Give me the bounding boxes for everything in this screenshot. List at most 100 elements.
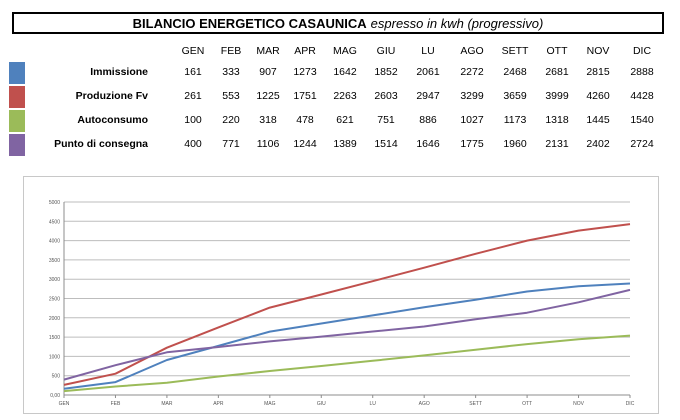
table-cell: 1646: [416, 138, 440, 150]
table-cell: 1225: [256, 90, 280, 102]
row-color-swatch: [9, 62, 25, 84]
column-header-apr: APR: [294, 45, 316, 57]
table-cell: 1852: [374, 66, 398, 78]
table-cell: 261: [184, 90, 202, 102]
row-label: Produzione Fv: [75, 90, 148, 102]
x-tick-label: DIC: [626, 401, 635, 407]
x-tick-label: NOV: [573, 401, 585, 407]
x-tick-label: GIU: [317, 401, 326, 407]
y-tick-label: 3000: [49, 277, 60, 283]
y-tick-label: 1000: [49, 354, 60, 360]
table-cell: 2947: [416, 90, 440, 102]
table-cell: 2061: [416, 66, 440, 78]
chart-frame: 0,00 500 1000 1500 2000 2500 3000 3500 4000 4500 5…: [23, 176, 659, 414]
column-header-ago: AGO: [460, 45, 484, 57]
report-title-subtitle: espresso in kwh (progressivo): [370, 15, 544, 31]
table-cell: 3659: [503, 90, 527, 102]
table-cell: 4260: [586, 90, 610, 102]
y-tick-label: 2000: [49, 316, 60, 322]
table-cell: 3999: [545, 90, 569, 102]
column-header-mar: MAR: [256, 45, 280, 57]
line-chart: 0,00 500 1000 1500 2000 2500 3000 3500 4000 4500 5…: [49, 200, 635, 407]
table-cell: 1273: [293, 66, 317, 78]
table-cell: 1445: [586, 114, 610, 126]
table-cell: 2402: [586, 138, 610, 150]
row-color-swatch: [9, 110, 25, 132]
table-cell: 3299: [460, 90, 484, 102]
column-header-feb: FEB: [220, 45, 242, 57]
column-header-lu: LU: [421, 45, 435, 57]
x-tick-label: APR: [213, 401, 224, 407]
table-cell: 2468: [503, 66, 527, 78]
column-header-mag: MAG: [333, 45, 357, 57]
series-line-immissione: [63, 282, 631, 390]
table-cell: 751: [377, 114, 395, 126]
x-tick-label: MAG: [264, 401, 276, 407]
table-cell: 886: [419, 114, 437, 126]
table-cell: 1244: [293, 138, 317, 150]
table-cell: 1318: [545, 114, 569, 126]
column-header-gen: GEN: [181, 45, 205, 57]
y-tick-label: 0,00: [50, 393, 60, 399]
y-tick-label: 500: [52, 374, 61, 380]
y-tick-label: 5000: [49, 200, 60, 206]
table-cell: 2272: [460, 66, 484, 78]
table-cell: 771: [222, 138, 240, 150]
y-tick-label: 4000: [49, 239, 60, 245]
column-header-sett: SETT: [501, 45, 529, 57]
column-header-nov: NOV: [586, 45, 610, 57]
table-cell: 2603: [374, 90, 398, 102]
table-cell: 100: [184, 114, 202, 126]
table-cell: 400: [184, 138, 202, 150]
row-label: Immissione: [90, 66, 148, 78]
series-line-autoconsumo: [63, 334, 631, 393]
table-cell: 1540: [630, 114, 654, 126]
y-tick-label: 2500: [49, 297, 60, 303]
column-header-ott: OTT: [546, 45, 568, 57]
x-tick-label: MAR: [161, 401, 173, 407]
table-cell: 161: [184, 66, 202, 78]
table-cell: 2263: [333, 90, 357, 102]
table-cell: 1642: [333, 66, 357, 78]
table-cell: 2131: [545, 138, 569, 150]
table-cell: 2681: [545, 66, 569, 78]
y-tick-label: 3500: [49, 258, 60, 264]
table-cell: 2888: [630, 66, 654, 78]
column-header-dic: DIC: [632, 45, 652, 57]
table-cell: 1960: [503, 138, 527, 150]
summary-table: GEN FEB MAR APR MAG GIU LU AGO SETT OTT NOV DIC Immi…: [0, 40, 680, 160]
row-label: Punto di consegna: [54, 138, 148, 150]
report-title: BILANCIO ENERGETICO CASAUNICA espresso i…: [12, 12, 664, 34]
table-cell: 1751: [293, 90, 317, 102]
x-tick-label: AGO: [419, 401, 430, 407]
y-tick-label: 1500: [49, 335, 60, 341]
table-cell: 553: [222, 90, 240, 102]
table-cell: 1173: [503, 114, 527, 126]
table-cell: 318: [259, 114, 277, 126]
row-label: Autoconsumo: [77, 114, 148, 126]
table-cell: 2815: [586, 66, 610, 78]
report-title-main: BILANCIO ENERGETICO CASAUNICA: [132, 15, 367, 31]
x-tick-label: LU: [370, 401, 377, 407]
table-cell: 333: [222, 66, 240, 78]
table-cell: 621: [336, 114, 354, 126]
row-color-swatch: [9, 86, 25, 108]
x-tick-label: GEN: [59, 401, 70, 407]
table-cell: 2724: [630, 138, 654, 150]
table-cell: 1106: [256, 138, 280, 150]
table-cell: 1027: [460, 114, 484, 126]
table-cell: 1389: [333, 138, 357, 150]
series-line-punto-di-consegna: [63, 288, 631, 381]
series-line-produzione-fv: [63, 223, 631, 386]
table-cell: 478: [296, 114, 314, 126]
table-cell: 220: [222, 114, 240, 126]
table-cell: 1514: [374, 138, 398, 150]
x-tick-label: SETT: [469, 401, 482, 407]
row-color-swatch: [9, 134, 25, 156]
table-cell: 1775: [460, 138, 484, 150]
table-cell: 907: [259, 66, 277, 78]
y-tick-label: 4500: [49, 219, 60, 225]
x-tick-label: OTT: [522, 401, 532, 407]
column-header-giu: GIU: [376, 45, 396, 57]
x-tick-label: FEB: [111, 401, 121, 407]
